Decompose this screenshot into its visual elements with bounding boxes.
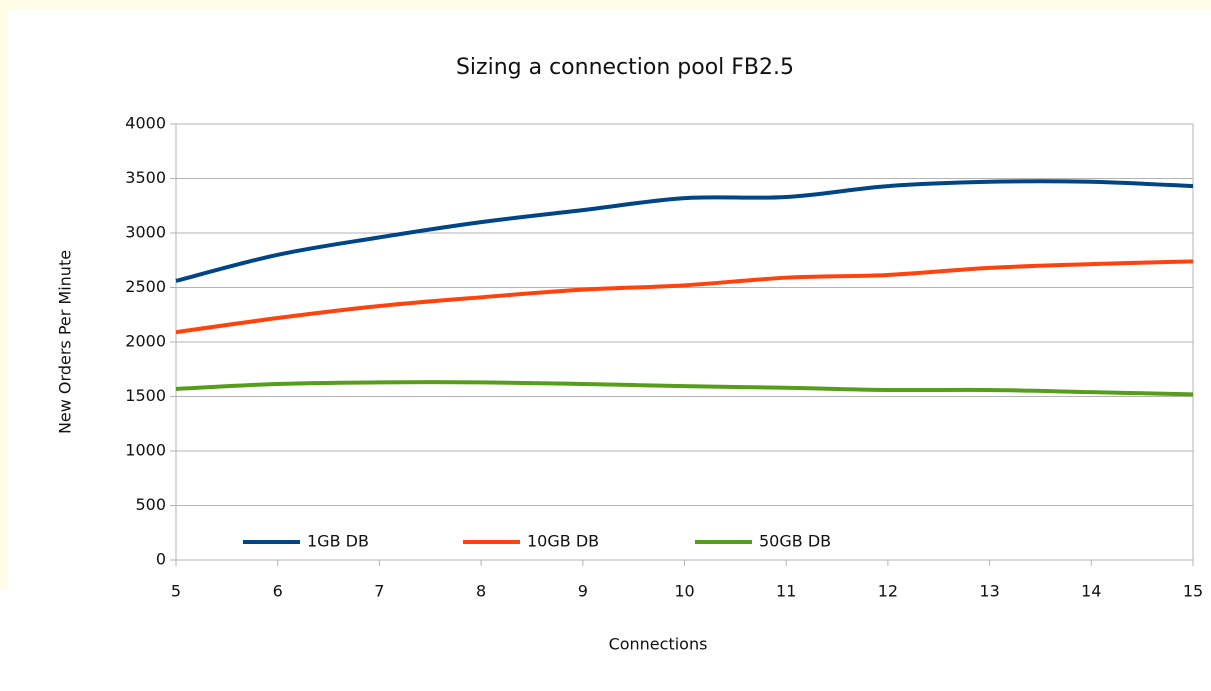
series-line (175, 380, 1194, 397)
y-tick-label: 1500 (125, 386, 166, 405)
legend-label: 1GB DB (307, 532, 369, 551)
y-tick-label: 1000 (125, 441, 166, 460)
x-tick-label: 5 (171, 582, 181, 601)
y-tick-label: 2000 (125, 332, 166, 351)
page-background (0, 590, 8, 691)
y-tick-label: 4000 (125, 114, 166, 133)
y-tick-label: 3500 (125, 168, 166, 187)
y-tick-label: 2500 (125, 277, 166, 296)
y-axis-label: New Orders Per Minute (56, 250, 75, 434)
series-line (175, 259, 1194, 335)
y-tick-label: 3000 (125, 223, 166, 242)
x-tick-label: 15 (1183, 582, 1203, 601)
chart-background (8, 10, 1211, 691)
x-tick-label: 12 (878, 582, 898, 601)
x-tick-label: 7 (374, 582, 384, 601)
x-axis-label: Connections (609, 635, 708, 654)
x-tick-label: 6 (273, 582, 283, 601)
x-tick-label: 14 (1081, 582, 1101, 601)
chart-title: Sizing a connection pool FB2.5 (456, 55, 794, 80)
legend-label: 50GB DB (759, 532, 831, 551)
x-tick-label: 8 (476, 582, 486, 601)
legend-label: 10GB DB (527, 532, 599, 551)
y-tick-label: 0 (156, 550, 166, 569)
x-tick-label: 13 (979, 582, 999, 601)
y-tick-label: 500 (135, 495, 166, 514)
x-tick-label: 11 (776, 582, 796, 601)
series-line (175, 179, 1194, 283)
x-tick-label: 10 (674, 582, 694, 601)
x-tick-label: 9 (578, 582, 588, 601)
